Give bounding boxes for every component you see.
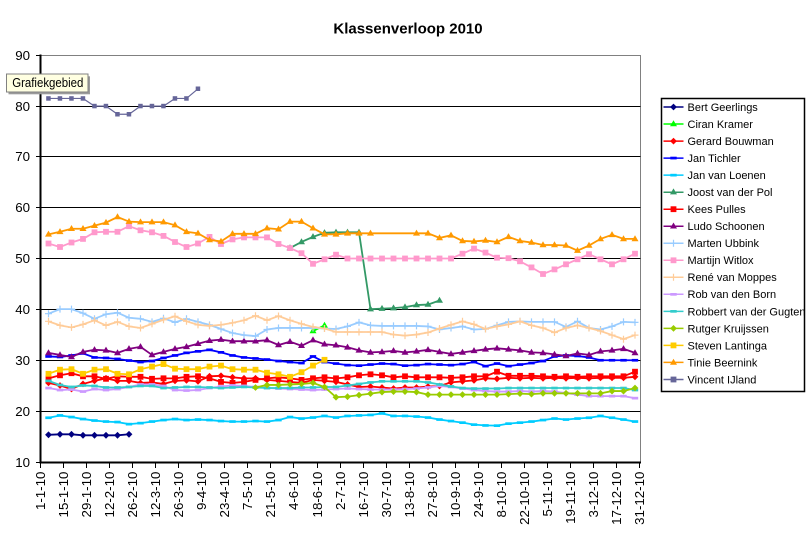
svg-text:12-2-10: 12-2-10 [102, 472, 117, 518]
svg-text:Klassenverloop 2010: Klassenverloop 2010 [333, 21, 482, 38]
svg-text:31-12-10: 31-12-10 [632, 472, 647, 525]
svg-text:Marten Ubbink: Marten Ubbink [688, 238, 760, 250]
svg-text:15-1-10: 15-1-10 [56, 472, 71, 518]
svg-text:23-4-10: 23-4-10 [217, 472, 232, 518]
svg-text:50: 50 [15, 251, 30, 266]
svg-text:Gerard Bouwman: Gerard Bouwman [688, 136, 774, 148]
svg-text:9-4-10: 9-4-10 [194, 472, 209, 510]
svg-text:29-1-10: 29-1-10 [79, 472, 94, 518]
svg-text:24-9-10: 24-9-10 [471, 472, 486, 518]
svg-text:Martijn Witlox: Martijn Witlox [688, 255, 755, 267]
svg-text:Joost van der Pol: Joost van der Pol [688, 187, 773, 199]
svg-text:19-11-10: 19-11-10 [563, 472, 578, 524]
svg-text:26-3-10: 26-3-10 [171, 472, 186, 518]
svg-text:18-6-10: 18-6-10 [310, 472, 325, 518]
svg-text:20: 20 [15, 404, 30, 419]
svg-text:Grafiekgebied: Grafiekgebied [12, 75, 83, 90]
svg-text:Vincent IJland: Vincent IJland [688, 374, 757, 386]
svg-text:1-1-10: 1-1-10 [33, 472, 48, 510]
svg-text:70: 70 [15, 149, 30, 164]
svg-text:Rutger Kruijssen: Rutger Kruijssen [688, 323, 769, 335]
svg-text:21-5-10: 21-5-10 [263, 472, 278, 518]
svg-text:17-12-10: 17-12-10 [609, 472, 624, 525]
svg-text:10: 10 [15, 455, 30, 470]
svg-text:40: 40 [15, 302, 30, 317]
svg-text:5-11-10: 5-11-10 [540, 472, 555, 517]
svg-text:Jan van Loenen: Jan van Loenen [688, 170, 766, 182]
svg-text:Rob van den Born: Rob van den Born [688, 289, 777, 301]
svg-text:Ludo Schoonen: Ludo Schoonen [688, 221, 765, 233]
svg-text:22-10-10: 22-10-10 [517, 472, 532, 525]
svg-text:3-12-10: 3-12-10 [586, 472, 601, 518]
svg-text:4-6-10: 4-6-10 [286, 472, 301, 510]
svg-text:Bert Geerlings: Bert Geerlings [688, 102, 759, 114]
svg-text:René van Moppes: René van Moppes [688, 272, 778, 284]
svg-text:Tinie Beernink: Tinie Beernink [688, 357, 758, 369]
svg-text:80: 80 [15, 99, 30, 114]
svg-text:7-5-10: 7-5-10 [240, 472, 255, 510]
svg-text:90: 90 [15, 48, 30, 63]
svg-text:27-8-10: 27-8-10 [425, 472, 440, 518]
svg-text:30-7-10: 30-7-10 [379, 472, 394, 518]
svg-text:16-7-10: 16-7-10 [356, 472, 371, 518]
svg-text:Robbert van der Gugten: Robbert van der Gugten [688, 306, 806, 318]
svg-text:Jan Tichler: Jan Tichler [688, 153, 742, 165]
svg-text:30: 30 [15, 353, 30, 368]
svg-text:12-3-10: 12-3-10 [148, 472, 163, 518]
svg-text:Steven Lantinga: Steven Lantinga [688, 340, 768, 352]
svg-text:60: 60 [15, 200, 30, 215]
svg-text:26-2-10: 26-2-10 [125, 472, 140, 518]
svg-text:2-7-10: 2-7-10 [333, 472, 348, 510]
svg-text:8-10-10: 8-10-10 [494, 472, 509, 518]
svg-text:Ciran Kramer: Ciran Kramer [688, 119, 754, 131]
svg-text:Kees Pulles: Kees Pulles [688, 204, 747, 216]
svg-text:13-8-10: 13-8-10 [402, 472, 417, 518]
svg-text:10-9-10: 10-9-10 [448, 472, 463, 518]
